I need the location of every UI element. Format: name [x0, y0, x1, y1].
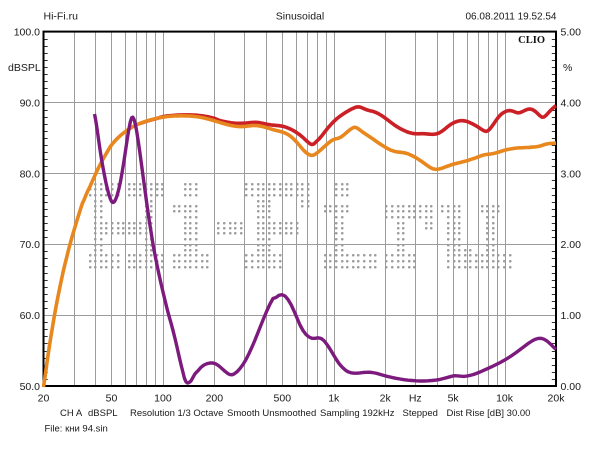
svg-text:Sinusoidal: Sinusoidal [276, 11, 324, 23]
svg-text:dBSPL: dBSPL [88, 408, 118, 419]
svg-text:50.0: 50.0 [20, 381, 41, 393]
svg-text:Resolution 1/3 Octave: Resolution 1/3 Octave [130, 408, 223, 419]
svg-text:File: кни 94.sin: File: кни 94.sin [45, 424, 108, 435]
svg-text:20: 20 [38, 393, 50, 405]
svg-text:200: 200 [206, 393, 224, 405]
svg-text:5k: 5k [448, 393, 460, 405]
svg-text:2k: 2k [380, 393, 392, 405]
svg-text:06.08.2011 19.52.54: 06.08.2011 19.52.54 [465, 12, 556, 23]
svg-text:5.00: 5.00 [561, 27, 582, 39]
svg-text:2.00: 2.00 [561, 239, 582, 251]
svg-text:1.00: 1.00 [561, 310, 582, 322]
svg-text:Sampling 192kHz: Sampling 192kHz [320, 408, 395, 419]
svg-text:Stepped: Stepped [403, 408, 438, 419]
svg-text:Smooth Unsmoothed: Smooth Unsmoothed [227, 408, 316, 419]
svg-text:500: 500 [274, 393, 292, 405]
svg-text:100: 100 [154, 393, 172, 405]
svg-text:%: % [563, 62, 572, 74]
svg-text:CLIO: CLIO [518, 35, 545, 46]
svg-text:100.0: 100.0 [14, 27, 40, 39]
svg-text:50: 50 [106, 393, 118, 405]
svg-text:CH A: CH A [60, 408, 83, 419]
svg-text:Dist Rise [dB] 30.00: Dist Rise [dB] 30.00 [447, 408, 531, 419]
svg-text:60.0: 60.0 [20, 310, 41, 322]
svg-text:4.00: 4.00 [561, 97, 582, 109]
svg-text:Hz: Hz [409, 393, 422, 405]
svg-text:20k: 20k [548, 393, 566, 405]
svg-text:Hi-Fi.ru: Hi-Fi.ru [44, 11, 79, 23]
svg-text:10k: 10k [496, 393, 514, 405]
svg-text:3.00: 3.00 [561, 168, 582, 180]
svg-text:1k: 1k [328, 393, 340, 405]
svg-text:0.00: 0.00 [561, 381, 582, 393]
svg-text:90.0: 90.0 [20, 97, 41, 109]
svg-text:80.0: 80.0 [20, 168, 41, 180]
svg-text:dBSPL: dBSPL [8, 62, 41, 74]
svg-text:70.0: 70.0 [20, 239, 41, 251]
